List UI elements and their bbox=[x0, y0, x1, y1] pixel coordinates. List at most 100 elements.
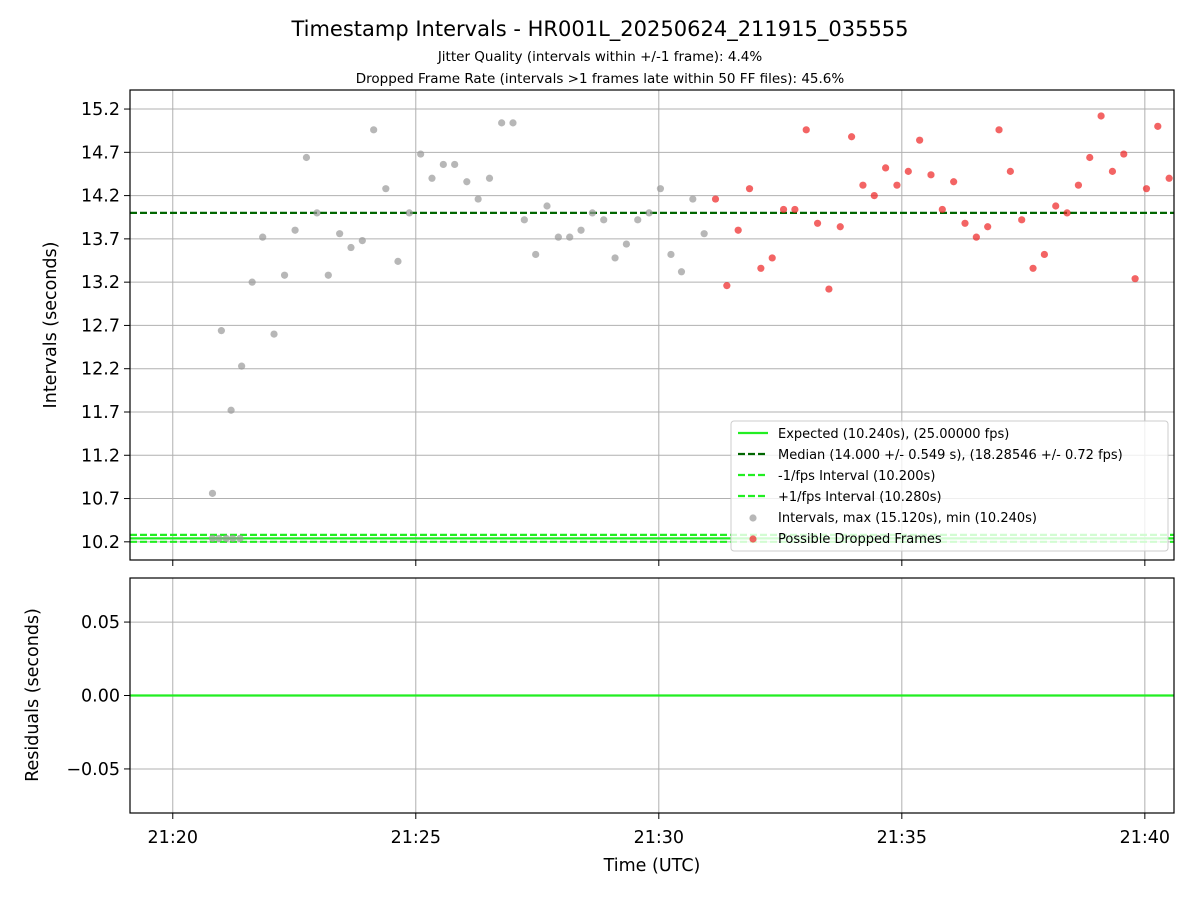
interval-point bbox=[439, 160, 447, 169]
dropped-frame-point bbox=[961, 219, 969, 227]
interval-point bbox=[566, 233, 574, 241]
dropped-frame-point bbox=[1063, 209, 1071, 217]
interval-point bbox=[324, 271, 332, 279]
interval-point bbox=[394, 257, 402, 265]
interval-point bbox=[222, 534, 230, 542]
dropped-frame-point bbox=[1052, 202, 1060, 210]
intervals-y-tick-label: 14.2 bbox=[81, 187, 120, 207]
interval-points bbox=[208, 112, 1173, 542]
dropped-frame-point bbox=[813, 219, 822, 227]
dropped-frame-point bbox=[1154, 122, 1162, 130]
dropped-frame-point bbox=[847, 133, 856, 141]
dropped-frame-point bbox=[836, 223, 844, 231]
intervals-y-tick-label: 12.2 bbox=[81, 360, 120, 380]
interval-point bbox=[498, 119, 506, 127]
interval-point bbox=[474, 195, 482, 203]
dropped-frame-point bbox=[825, 285, 833, 293]
dropped-frame-point bbox=[904, 167, 912, 175]
interval-point bbox=[543, 202, 551, 210]
interval-point bbox=[634, 216, 642, 224]
interval-point bbox=[259, 233, 267, 241]
dropped-frame-point bbox=[723, 282, 731, 290]
dropped-frame-point bbox=[1142, 185, 1151, 193]
interval-point bbox=[577, 226, 585, 234]
x-axis-label: Time (UTC) bbox=[603, 856, 701, 876]
interval-point bbox=[336, 230, 344, 238]
legend-expected-label: Expected (10.240s), (25.00000 fps) bbox=[778, 427, 1009, 442]
interval-point bbox=[700, 230, 708, 238]
dropped-frame-point bbox=[1108, 167, 1117, 175]
dropped-frame-point bbox=[870, 191, 878, 200]
interval-point bbox=[463, 178, 471, 186]
intervals-y-tick-label: 11.2 bbox=[81, 446, 120, 466]
interval-point bbox=[588, 209, 596, 217]
residuals-x-ticks: 21:20 21:25 21:30 21:35 21:40 bbox=[148, 813, 1170, 848]
chart-subtitle-dropped: Dropped Frame Rate (intervals >1 frames … bbox=[356, 71, 845, 87]
dropped-frame-point bbox=[779, 205, 788, 214]
residuals-y-tick-label: −0.05 bbox=[66, 760, 120, 780]
dropped-frame-point bbox=[1029, 264, 1037, 272]
dropped-frame-point bbox=[768, 254, 776, 262]
intervals-y-tick-label: 10.2 bbox=[81, 533, 120, 553]
dropped-frame-point bbox=[1018, 216, 1026, 224]
interval-point bbox=[215, 534, 223, 542]
interval-point bbox=[677, 268, 686, 276]
interval-point bbox=[451, 160, 459, 169]
intervals-plot-panel: 10.2 10.7 11.2 11.7 12.2 12.7 13.2 13.7 14.2 14.7… bbox=[41, 89, 1175, 566]
interval-point bbox=[417, 150, 425, 158]
intervals-y-tick-label: 12.7 bbox=[81, 316, 120, 336]
interval-point bbox=[291, 226, 299, 234]
residuals-y-tick-label: 0.00 bbox=[81, 687, 120, 707]
residuals-y-tick-label: 0.05 bbox=[81, 613, 120, 633]
interval-point bbox=[532, 250, 540, 259]
interval-point bbox=[600, 216, 608, 224]
dropped-frame-point bbox=[745, 185, 754, 193]
residuals-y-axis-label: Residuals (seconds) bbox=[23, 608, 43, 782]
intervals-y-axis-label: Intervals (seconds) bbox=[41, 242, 61, 409]
intervals-grid bbox=[130, 90, 1174, 560]
x-tick-label: 21:25 bbox=[391, 828, 441, 848]
interval-point bbox=[208, 534, 217, 542]
interval-point bbox=[238, 362, 246, 370]
interval-point bbox=[280, 271, 289, 279]
interval-point bbox=[689, 195, 697, 203]
dropped-frame-point bbox=[859, 181, 867, 189]
interval-point bbox=[622, 240, 631, 248]
interval-point bbox=[370, 126, 378, 134]
dropped-frame-point bbox=[972, 233, 980, 241]
dropped-frame-point bbox=[711, 195, 720, 203]
intervals-y-tick-label: 15.2 bbox=[81, 100, 120, 120]
intervals-y-tick-label: 10.7 bbox=[81, 490, 120, 510]
interval-point bbox=[428, 174, 436, 182]
intervals-y-tick-label: 14.7 bbox=[81, 143, 120, 163]
interval-point bbox=[405, 209, 413, 217]
interval-point bbox=[313, 209, 321, 217]
legend-intervals-label: Intervals, max (15.120s), min (10.240s) bbox=[778, 511, 1037, 526]
dropped-frame-point bbox=[1120, 150, 1128, 158]
interval-point bbox=[611, 254, 619, 262]
intervals-y-ticks: 10.2 10.7 11.2 11.7 12.2 12.7 13.2 13.7 14.2 14.7… bbox=[81, 100, 130, 553]
legend-plus-fps-label: +1/fps Interval (10.280s) bbox=[778, 490, 942, 505]
interval-point bbox=[358, 237, 366, 245]
interval-point bbox=[217, 327, 225, 335]
legend-box bbox=[730, 420, 1169, 552]
residuals-plot-panel: −0.050.000.05 21:20 21:25 21:30 21:35 21:40 … bbox=[23, 577, 1175, 876]
x-tick-label: 21:30 bbox=[634, 828, 684, 848]
dropped-frame-point bbox=[1040, 250, 1048, 259]
interval-point bbox=[667, 250, 675, 259]
x-tick-label: 21:35 bbox=[877, 828, 927, 848]
interval-point bbox=[229, 534, 237, 542]
interval-point bbox=[208, 489, 217, 497]
dropped-frame-point bbox=[1131, 275, 1139, 283]
interval-point bbox=[656, 185, 665, 193]
dropped-frame-point bbox=[791, 205, 799, 214]
interval-point bbox=[554, 233, 562, 241]
interval-point bbox=[485, 174, 494, 182]
x-tick-label: 21:20 bbox=[148, 828, 198, 848]
interval-point bbox=[520, 216, 528, 224]
legend-minus-fps-label: -1/fps Interval (10.200s) bbox=[778, 469, 935, 484]
legend-median-label: Median (14.000 +/- 0.549 s), (18.28546 +… bbox=[778, 448, 1123, 463]
dropped-frame-point bbox=[882, 164, 890, 172]
dropped-frame-point bbox=[1097, 112, 1105, 120]
